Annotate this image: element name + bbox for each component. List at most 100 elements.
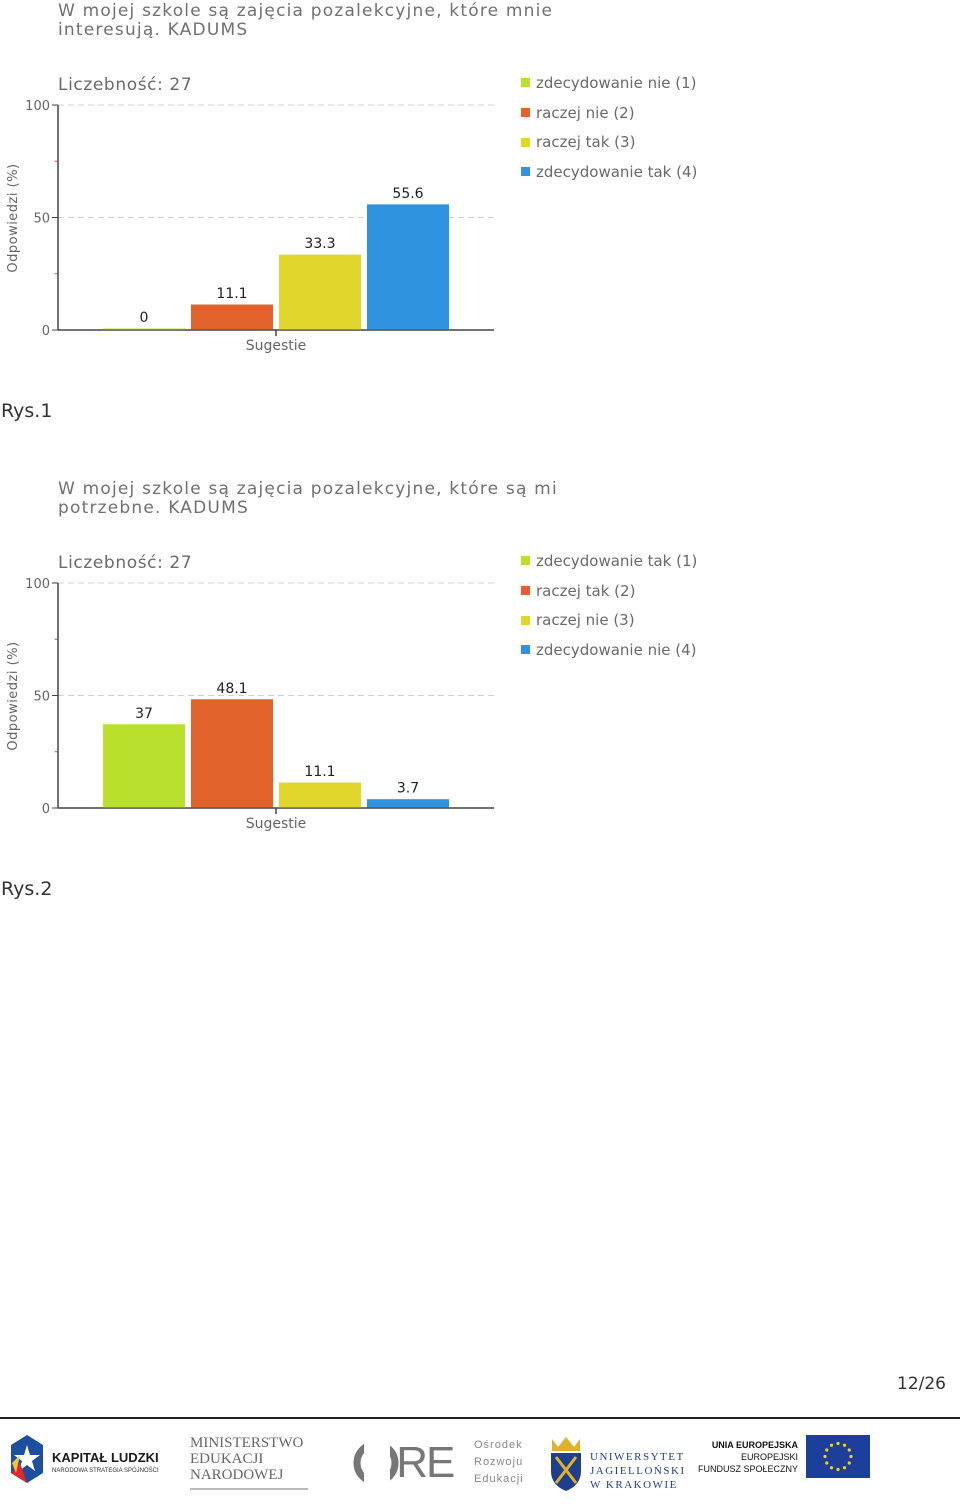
bar: [191, 699, 273, 808]
men-line-3: NARODOWEJ: [190, 1467, 284, 1483]
eu-star: [829, 1443, 834, 1447]
eu-star: [842, 1443, 847, 1447]
uj-line-2: JAGIELLOŃSKI: [590, 1465, 686, 1477]
bar: [103, 724, 185, 808]
legend-item: zdecydowanie tak (1): [521, 546, 697, 576]
eu-flag-icon: [806, 1435, 870, 1478]
legend-label: zdecydowanie tak (1): [536, 551, 698, 570]
legend-label: raczej tak (3): [536, 133, 636, 152]
eu-star: [825, 1448, 829, 1452]
sample-count-label: Liczebność: 27: [58, 553, 192, 573]
legend-label: raczej tak (2): [536, 581, 636, 600]
y-tick-label: 0: [42, 324, 50, 339]
eu-star: [836, 1467, 840, 1472]
bar-value-label: 3.7: [397, 781, 419, 797]
bar: [367, 799, 449, 808]
bar-value-label: 0: [140, 310, 149, 326]
y-tick-label: 50: [33, 690, 50, 705]
figure-caption: Rys.2: [1, 878, 53, 900]
legend-item: zdecydowanie nie (1): [521, 68, 697, 98]
eu-star: [825, 1461, 829, 1465]
eu-star: [842, 1466, 847, 1470]
men-logo: MINISTERSTWO EDUKACJI NARODOWEJ: [190, 1435, 320, 1497]
bar: [103, 328, 185, 330]
x-axis-label: Sugestie: [246, 338, 307, 354]
legend-swatch: [521, 137, 530, 147]
legend-item: raczej tak (2): [521, 576, 697, 606]
y-tick-label: 100: [25, 577, 50, 592]
legend-swatch: [521, 78, 530, 88]
legend-label: zdecydowanie nie (4): [536, 640, 697, 659]
sample-count-label: Liczebność: 27: [58, 75, 192, 95]
ue-line-2: EUROPEJSKI: [740, 1452, 798, 1462]
eu-star: [836, 1441, 840, 1446]
chart-1: W mojej szkole są zajęcia pozalekcyjne, …: [0, 0, 960, 370]
ue-line-3: FUNDUSZ SPOŁECZNY: [697, 1464, 798, 1474]
bar-value-label: 48.1: [216, 681, 247, 697]
y-axis-label: Odpowiedzi (%): [6, 641, 21, 750]
men-line-2: EDUKACJI: [190, 1451, 264, 1467]
kapital-ludzki-logo: KAPITAŁ LUDZKI NARODOWA STRATEGIA SPÓJNO…: [10, 1433, 170, 1493]
kapital-ludzki-star-icon: [11, 1435, 43, 1483]
legend-item: raczej nie (2): [521, 98, 697, 128]
legend-swatch: [521, 167, 530, 177]
ue-logo: UNIA EUROPEJSKA EUROPEJSKI FUNDUSZ SPOŁE…: [698, 1435, 876, 1485]
y-tick-label: 0: [42, 802, 50, 817]
eu-star: [829, 1466, 834, 1470]
men-line-1: MINISTERSTWO: [190, 1435, 304, 1451]
ore-line-3: Edukacji: [474, 1473, 524, 1485]
ore-logo: ORE Ośrodek Rozwoju Edukacji: [352, 1437, 527, 1493]
eu-star: [849, 1454, 853, 1459]
legend-item: raczej nie (3): [521, 605, 697, 635]
footer-divider: [0, 1417, 960, 1419]
bar-value-label: 11.1: [304, 764, 335, 780]
eu-star: [847, 1461, 851, 1465]
bar-value-label: 55.6: [392, 186, 423, 202]
y-tick-label: 50: [33, 212, 50, 227]
figure-caption: Rys.1: [1, 400, 53, 422]
legend-swatch: [521, 615, 530, 625]
bar-chart: Liczebność: 27 0 50 100 Odpowiedzi (%) Sugest…: [6, 553, 494, 832]
bar: [279, 782, 361, 808]
y-axis-label: Odpowiedzi (%): [6, 163, 21, 272]
legend-swatch: [521, 645, 530, 655]
x-axis-label: Sugestie: [246, 816, 307, 832]
eu-star: [823, 1454, 827, 1459]
kapital-ludzki-title: KAPITAŁ LUDZKI: [52, 1450, 159, 1465]
kapital-ludzki-subtitle: NARODOWA STRATEGIA SPÓJNOŚCI: [52, 1468, 159, 1474]
y-tick-label: 100: [25, 99, 50, 114]
legend-swatch: [521, 108, 530, 118]
legend-item: zdecydowanie tak (4): [521, 157, 697, 187]
ore-line-2: Rozwoju: [474, 1456, 524, 1468]
legend-item: raczej tak (3): [521, 127, 697, 157]
legend-label: raczej nie (2): [536, 103, 635, 122]
eu-star: [847, 1448, 851, 1452]
ore-line-1: Ośrodek: [474, 1439, 523, 1451]
bar-value-label: 11.1: [216, 286, 247, 302]
page-number: 12/26: [897, 1374, 946, 1394]
uj-logo: UNIWERSYTET JAGIELLOŃSKI W KRAKOWIE: [548, 1435, 688, 1497]
chart-title: W mojej szkole są zajęcia pozalekcyjne, …: [58, 479, 558, 518]
chart-legend: zdecydowanie tak (1) raczej tak (2) racz…: [521, 546, 697, 665]
bar-value-label: 37: [135, 706, 153, 722]
bar: [191, 304, 273, 330]
legend-item: zdecydowanie nie (4): [521, 635, 697, 665]
legend-label: raczej nie (3): [536, 611, 635, 630]
chart-title: W mojej szkole są zajęcia pozalekcyjne, …: [58, 1, 554, 40]
bar: [279, 254, 361, 330]
men-underline: [190, 1488, 308, 1490]
uj-line-1: UNIWERSYTET: [590, 1451, 685, 1463]
ue-line-1: UNIA EUROPEJSKA: [711, 1440, 798, 1450]
footer-logos: KAPITAŁ LUDZKI NARODOWA STRATEGIA SPÓJNO…: [0, 1421, 960, 1507]
uj-crest-icon: [551, 1437, 581, 1491]
chart-2: W mojej szkole są zajęcia pozalekcyjne, …: [0, 478, 960, 848]
legend-swatch: [521, 556, 530, 566]
bar-chart: Liczebność: 27 0 50 100 Odpowiedzi (%) Sugest…: [6, 75, 494, 354]
uj-line-3: W KRAKOWIE: [590, 1479, 678, 1491]
bar-value-label: 33.3: [304, 236, 335, 252]
legend-swatch: [521, 586, 530, 596]
chart-legend: zdecydowanie nie (1) raczej nie (2) racz…: [521, 68, 697, 187]
bar: [367, 204, 449, 330]
legend-label: zdecydowanie tak (4): [536, 162, 698, 181]
legend-label: zdecydowanie nie (1): [536, 73, 697, 92]
